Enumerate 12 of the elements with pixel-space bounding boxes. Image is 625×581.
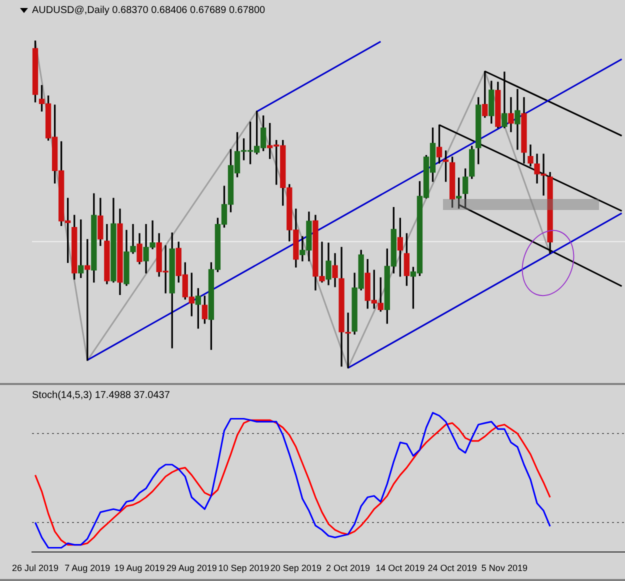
x-tick-label: 14 Oct 2019 [376, 563, 425, 574]
x-tick-label: 19 Aug 2019 [114, 563, 165, 574]
x-tick-label: 5 Nov 2019 [481, 563, 528, 574]
x-tick-label: 2 Oct 2019 [326, 563, 370, 574]
chart-title: Stoch(14,5,3) 17.4988 37.0437 [32, 390, 170, 401]
x-tick-label: 10 Sep 2019 [218, 563, 270, 574]
x-tick-label: 7 Aug 2019 [64, 563, 110, 574]
x-tick-label: 20 Sep 2019 [270, 563, 322, 574]
x-tick-label: 29 Aug 2019 [166, 563, 217, 574]
chart-title: AUDUSD@,Daily 0.68370 0.68406 0.67689 0.67800 [32, 4, 266, 16]
x-tick-label: 24 Oct 2019 [428, 563, 477, 574]
x-tick-label: 26 Jul 2019 [12, 563, 59, 574]
